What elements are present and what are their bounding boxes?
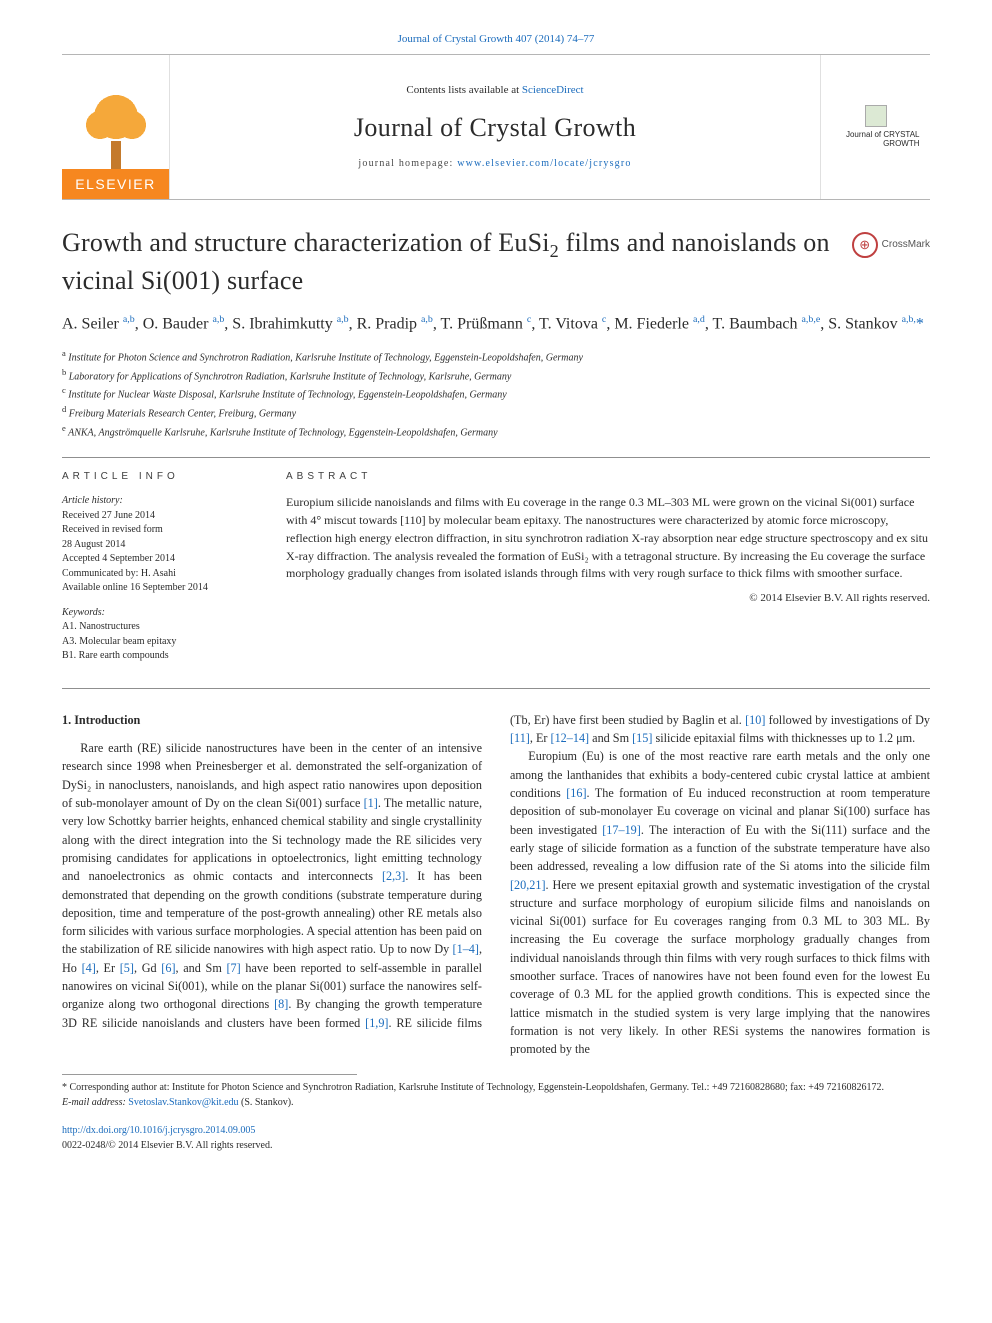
article-history-block: Article history: Received 27 June 2014Re… [62,494,258,596]
t: . Here we present epitaxial growth and s… [510,878,930,1057]
ref-link-1-9[interactable]: [1,9] [365,1016,388,1030]
t: , Gd [134,961,161,975]
history-line: Accepted 4 September 2014 [62,552,258,567]
publisher-name: ELSEVIER [62,169,169,199]
journal-ref-link[interactable]: Journal of Crystal Growth 407 (2014) 74–… [398,33,595,45]
ref-link-7[interactable]: [7] [227,961,241,975]
journal-banner: ELSEVIER Contents lists available at Sci… [62,54,930,200]
t: and Sm [589,731,632,745]
keyword-line: A3. Molecular beam epitaxy [62,635,258,650]
ref-link-8[interactable]: [8] [274,997,288,1011]
title-part1: Growth and structure characterization of… [62,228,550,257]
cover-icon [865,105,887,127]
ref-link-1-4[interactable]: [1–4] [453,942,479,956]
section-1-heading: 1. Introduction [62,711,482,729]
journal-homepage-line: journal homepage: www.elsevier.com/locat… [170,157,820,172]
info-abstract-row: ARTICLE INFO Article history: Received 2… [62,458,930,689]
ref-link-1[interactable]: [1] [364,796,378,810]
corresponding-author: * Corresponding author at: Institute for… [62,1081,930,1096]
abstract-heading: ABSTRACT [286,470,930,485]
history-line: 28 August 2014 [62,538,258,553]
abstract-column: ABSTRACT Europium silicide nanoislands a… [272,458,930,688]
doi-link[interactable]: http://dx.doi.org/10.1016/j.jcrysgro.201… [62,1125,255,1136]
abstract-body: Europium silicide nanoislands and films … [286,494,930,583]
history-line: Communicated by: H. Asahi [62,567,258,582]
ref-link-11[interactable]: [11] [510,731,530,745]
abstract-copyright: © 2014 Elsevier B.V. All rights reserved… [286,591,930,607]
history-line: Received in revised form [62,523,258,538]
history-line: Received 27 June 2014 [62,509,258,524]
article-info-column: ARTICLE INFO Article history: Received 2… [62,458,272,688]
crossmark-badge-block[interactable]: ⊕ CrossMark [852,232,930,258]
sciencedirect-link[interactable]: ScienceDirect [522,84,584,96]
ref-link-2-3[interactable]: [2,3] [382,869,405,883]
journal-cover-thumb: Journal of CRYSTAL GROWTH [820,55,930,199]
issn-copyright: 0022-0248/© 2014 Elsevier B.V. All right… [62,1139,930,1154]
article-info-heading: ARTICLE INFO [62,470,258,485]
footnotes: * Corresponding author at: Institute for… [62,1081,930,1110]
t: followed by investigations of Dy [765,713,930,727]
doi-block: http://dx.doi.org/10.1016/j.jcrysgro.201… [62,1124,930,1153]
article-title: Growth and structure characterization of… [62,228,830,295]
contents-line: Contents lists available at ScienceDirec… [170,83,820,99]
affiliation-line: b Laboratory for Applications of Synchro… [62,366,930,385]
journal-homepage-link[interactable]: www.elsevier.com/locate/jcrysgro [457,158,631,169]
affiliation-line: a Institute for Photon Science and Synch… [62,347,930,366]
ref-link-10[interactable]: [10] [745,713,765,727]
title-sub: 2 [550,241,559,261]
para-2: Europium (Eu) is one of the most reactiv… [510,747,930,1058]
homepage-prefix: journal homepage: [358,158,457,169]
crossmark-icon: ⊕ [852,232,878,258]
affiliation-line: d Freiburg Materials Research Center, Fr… [62,403,930,422]
article-header: ⊕ CrossMark Growth and structure charact… [62,226,930,298]
affiliation-line: c Institute for Nuclear Waste Disposal, … [62,384,930,403]
keyword-line: B1. Rare earth compounds [62,649,258,664]
history-line: Available online 16 September 2014 [62,581,258,596]
t: , and Sm [176,961,227,975]
elsevier-tree-icon [76,89,156,169]
ref-link-17-19[interactable]: [17–19] [602,823,641,837]
ref-link-4[interactable]: [4] [82,961,96,975]
ref-link-5[interactable]: [5] [120,961,134,975]
t: , Er [96,961,120,975]
journal-reference-top: Journal of Crystal Growth 407 (2014) 74–… [62,32,930,48]
email-tail: (S. Stankov). [239,1097,294,1108]
corresponding-email-link[interactable]: Svetoslav.Stankov@kit.edu [128,1097,238,1108]
ref-link-20-21[interactable]: [20,21] [510,878,546,892]
ref-link-6[interactable]: [6] [161,961,175,975]
email-label: E-mail address: [62,1097,128,1108]
publisher-logo-block: ELSEVIER [62,55,170,199]
ref-link-15[interactable]: [15] [632,731,652,745]
keyword-line: A1. Nanostructures [62,620,258,635]
history-label: Article history: [62,494,258,509]
banner-center: Contents lists available at ScienceDirec… [170,55,820,199]
affiliation-list: a Institute for Photon Science and Synch… [62,347,930,441]
t: silicide epitaxial films with thicknesse… [652,731,915,745]
author-list: A. Seiler a,b, O. Bauder a,b, S. Ibrahim… [62,312,930,337]
cover-text: Journal of CRYSTAL GROWTH [832,131,920,149]
keywords-block: Keywords: A1. NanostructuresA3. Molecula… [62,606,258,664]
crossmark-label: CrossMark [882,238,930,253]
footnote-separator [62,1074,357,1075]
ref-link-12-14[interactable]: [12–14] [551,731,590,745]
journal-title: Journal of Crystal Growth [170,109,820,147]
contents-prefix: Contents lists available at [406,84,521,96]
ref-link-16[interactable]: [16] [566,786,586,800]
affiliation-line: e ANKA, Angströmquelle Karlsruhe, Karlsr… [62,422,930,441]
email-line: E-mail address: Svetoslav.Stankov@kit.ed… [62,1096,930,1111]
keywords-label: Keywords: [62,606,258,621]
body-columns: 1. Introduction Rare earth (RE) silicide… [62,711,930,1059]
t: , Er [530,731,551,745]
